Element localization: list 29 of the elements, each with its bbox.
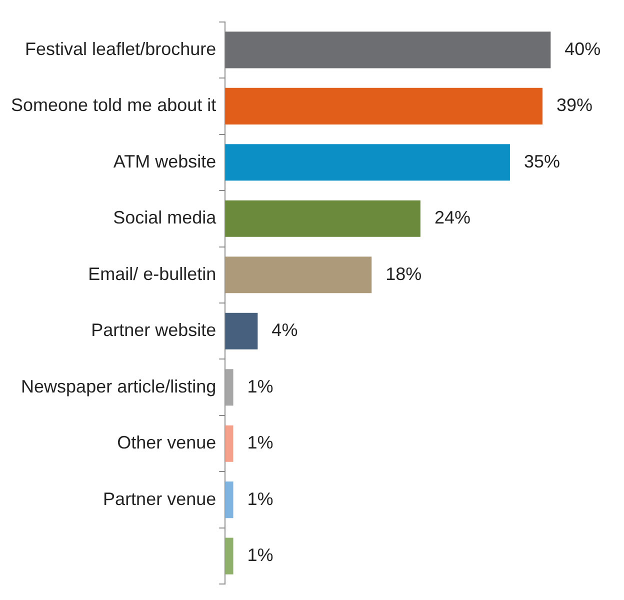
bar — [225, 538, 234, 574]
data-label: 4% — [272, 320, 298, 340]
bar — [225, 482, 234, 518]
y-tick-label: Festival leaflet/brochure — [25, 38, 216, 59]
y-tick-label: Partner website — [91, 320, 216, 340]
y-tick-label: Partner venue — [103, 488, 216, 509]
bar — [225, 369, 234, 406]
y-tick-label: Social media — [113, 208, 218, 228]
data-label: 1% — [247, 432, 274, 453]
data-label: 24% — [434, 208, 470, 228]
bar — [225, 425, 234, 462]
y-tick-label: ATM website — [113, 151, 216, 172]
y-tick-label: Other venue — [117, 432, 216, 453]
data-label: 18% — [386, 264, 422, 284]
bar — [225, 200, 420, 237]
data-label: 35% — [524, 151, 560, 172]
data-label: 40% — [564, 38, 601, 59]
bar — [225, 32, 551, 68]
y-tick-label: Newspaper article/listing — [21, 376, 216, 396]
data-label: 39% — [556, 95, 593, 116]
bar — [225, 88, 543, 124]
bar — [225, 256, 372, 294]
data-label: 1% — [247, 488, 274, 509]
bar — [225, 312, 258, 350]
y-tick-label: Someone told me about it — [10, 95, 216, 116]
bar — [225, 144, 510, 181]
data-label: 1% — [247, 376, 274, 396]
data-label: 1% — [247, 545, 274, 566]
y-tick-label: Email/ e-bulletin — [88, 264, 216, 284]
